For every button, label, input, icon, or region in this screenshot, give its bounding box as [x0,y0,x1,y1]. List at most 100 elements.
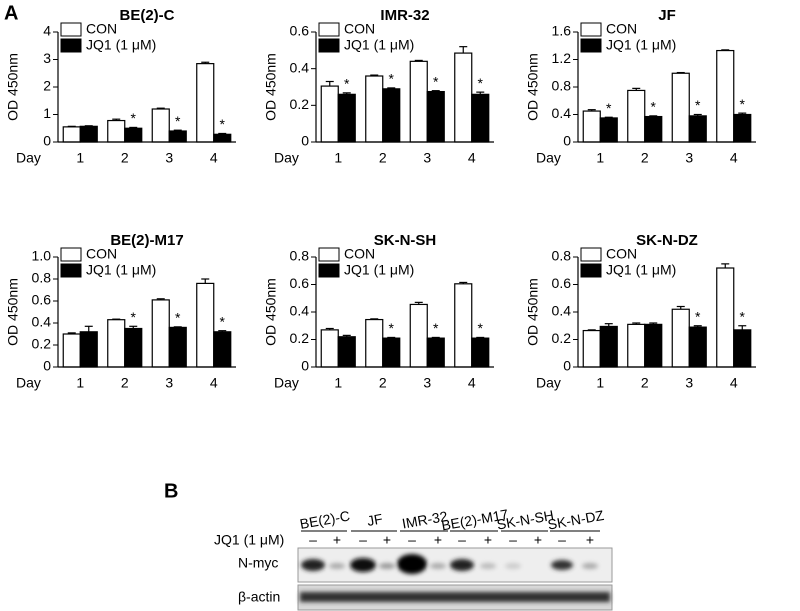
band [582,563,598,569]
y-tick-label: 0.4 [32,314,52,330]
band [397,554,427,574]
band [551,560,573,570]
x-tick-label: 4 [730,150,738,166]
bar [196,63,215,143]
significance-mark: * [220,313,226,329]
x-tick-label: 2 [379,375,387,391]
significance-mark: * [606,100,612,116]
treatment-sign: + [484,532,492,548]
significance-mark: * [695,97,701,113]
y-tick-label: 0.6 [290,23,310,39]
y-tick-label: 0.8 [552,78,572,94]
significance-mark: * [389,71,395,87]
bar [382,337,401,368]
y-tick-label: 0.4 [290,59,310,75]
x-tick-label: 3 [165,375,173,391]
legend-swatch [318,38,340,53]
x-tick-label: 2 [379,150,387,166]
treatment-sign: – [509,532,517,548]
y-tick-label: 0.4 [552,303,572,319]
y-axis-label: OD 450nm [525,53,541,121]
bar [716,267,735,368]
treatment-sign: – [359,532,367,548]
band [350,558,376,572]
cell-line-label: BE(2)-C [298,507,351,532]
legend-label: CON [86,246,117,262]
chart-title: BE(2)-C [120,7,175,24]
significance-mark: * [478,75,484,91]
chart-title: BE(2)-M17 [110,232,183,249]
x-axis-label: Day [16,150,41,166]
legend-label: CON [86,21,117,37]
legend-swatch [60,38,82,53]
legend-swatch [580,38,602,53]
protein-label: N-myc [238,555,278,571]
legend-label: JQ1 (1 μM) [86,37,156,53]
y-tick-label: 0.8 [290,248,310,264]
bar [582,110,601,143]
bar [733,329,752,368]
x-tick-label: 1 [334,375,342,391]
y-tick-label: 0.2 [32,336,52,352]
treatment-sign: – [558,532,566,548]
y-tick-label: 0.6 [32,292,52,308]
chart-title: SK-N-DZ [636,232,698,249]
y-tick-label: 0.4 [290,303,310,319]
x-tick-label: 3 [423,150,431,166]
x-axis-label: Day [536,150,561,166]
x-tick-label: 4 [468,375,476,391]
y-axis-label: OD 450nm [263,278,279,346]
y-tick-label: 2 [43,78,51,94]
chart-title: JF [658,7,676,24]
x-tick-label: 1 [596,150,604,166]
y-axis-label: OD 450nm [525,278,541,346]
legend-swatch [580,263,602,278]
legend-label: JQ1 (1 μM) [344,37,414,53]
legend-label: CON [344,21,375,37]
x-tick-label: 1 [334,150,342,166]
bar [79,125,98,143]
y-tick-label: 0.8 [552,248,572,264]
bar [196,282,215,368]
x-tick-label: 3 [685,375,693,391]
band [300,592,610,602]
bar [454,52,473,143]
legend-label: CON [606,246,637,262]
x-tick-label: 4 [468,150,476,166]
bar [151,108,170,143]
legend-label: JQ1 (1 μM) [606,262,676,278]
y-tick-label: 0.6 [290,275,310,291]
y-tick-label: 0 [301,133,309,149]
treatment-sign: + [333,532,341,548]
x-tick-label: 4 [730,375,738,391]
y-tick-label: 3 [43,50,51,66]
bar [471,337,490,368]
y-tick-label: 0 [301,358,309,374]
treatment-label: JQ1 (1 μM) [214,532,284,548]
legend-swatch [318,263,340,278]
chart-title: SK-N-SH [374,232,437,249]
bar [644,115,663,143]
legend-swatch [318,247,340,262]
significance-mark: * [433,320,439,336]
panel-label: A [4,2,18,24]
x-tick-label: 2 [121,375,129,391]
panel-label: B [164,480,178,502]
bar [409,303,428,368]
y-tick-label: 0.2 [290,96,310,112]
x-tick-label: 4 [210,150,218,166]
bar [124,127,143,143]
bar [409,60,428,143]
bar [124,327,143,368]
x-axis-label: Day [274,375,299,391]
x-tick-label: 4 [210,375,218,391]
significance-mark: * [344,76,350,92]
band [301,559,325,571]
legend-label: JQ1 (1 μM) [86,262,156,278]
legend-swatch [318,22,340,37]
bar [454,283,473,368]
bar [627,89,646,143]
treatment-sign: + [586,532,594,548]
y-tick-label: 0.2 [552,330,572,346]
x-axis-label: Day [16,375,41,391]
